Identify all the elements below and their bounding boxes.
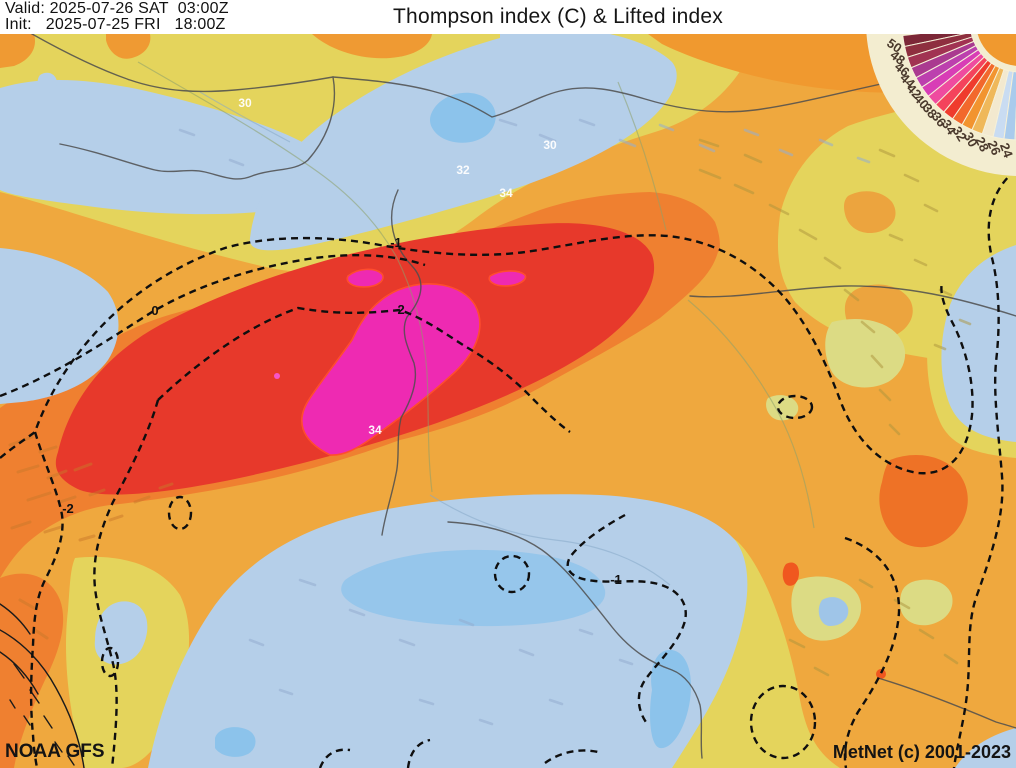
lifted-contour-label: -2 bbox=[62, 501, 74, 516]
valid-time-label: Valid: 2025-07-26 SAT 03:00Z bbox=[5, 0, 229, 17]
thompson-contour-label: 34 bbox=[499, 186, 513, 200]
thompson-contour-label: 32 bbox=[456, 163, 470, 177]
magenta-core bbox=[274, 268, 527, 456]
thompson-contour-label: 30 bbox=[543, 138, 557, 152]
thompson-contour-label: 34 bbox=[368, 423, 382, 437]
lifted-contour-label: -1 bbox=[610, 572, 622, 587]
legend-value: 36 bbox=[929, 109, 950, 130]
lifted-contour-label: 0 bbox=[151, 303, 158, 318]
legend-value: 26 bbox=[985, 138, 1004, 157]
terrain-texture bbox=[8, 118, 972, 726]
lifted-contour-label: -2 bbox=[393, 302, 405, 317]
map-title: Thompson index (C) & Lifted index bbox=[393, 5, 723, 28]
legend-value: 30 bbox=[961, 130, 981, 150]
init-time-label: Init: 2025-07-25 FRI 18:00Z bbox=[5, 16, 226, 33]
credit-label: MetNet (c) 2001-2023 bbox=[832, 742, 1011, 762]
lifted-index-contours bbox=[0, 169, 1016, 768]
legend-value: 28 bbox=[972, 134, 992, 153]
thompson-fill-layer bbox=[0, 34, 1016, 768]
lifted-contour-label: -1 bbox=[390, 235, 402, 250]
contour-labels: 30 30 32 34 34 -1 -2 0 -2 -1 bbox=[62, 96, 622, 587]
legend-value: 24 bbox=[997, 141, 1016, 160]
legend-value: 32 bbox=[949, 124, 969, 144]
coastline bbox=[0, 603, 85, 768]
thompson-contour-label: 30 bbox=[238, 96, 252, 110]
legend-value: 50 bbox=[884, 35, 904, 56]
data-source-label: NOAA GFS bbox=[5, 741, 105, 762]
pale-patches bbox=[766, 318, 953, 641]
